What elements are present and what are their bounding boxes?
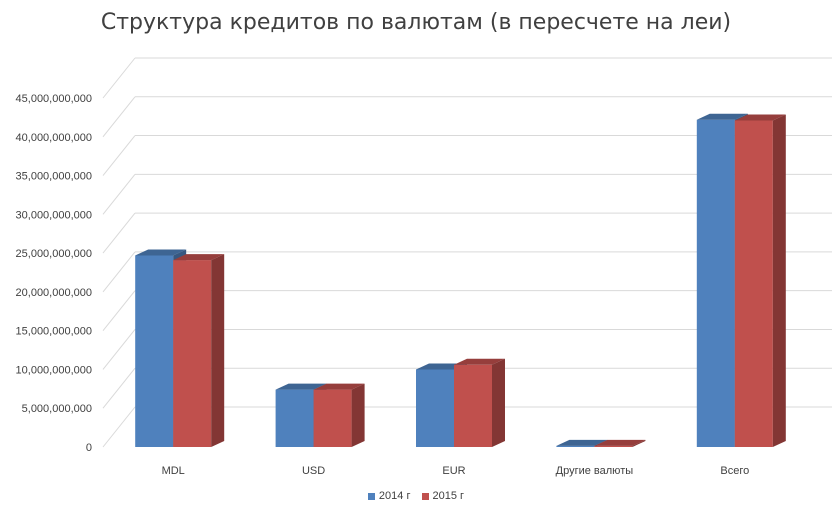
bar xyxy=(696,119,735,448)
chart-title: Структура кредитов по валютам (в пересче… xyxy=(100,10,732,35)
grid-diagonal xyxy=(102,406,136,448)
legend-swatch-2014 xyxy=(367,492,375,500)
bar xyxy=(416,369,454,447)
bar-side xyxy=(351,383,365,447)
bar-top xyxy=(734,114,786,121)
grid-diagonal xyxy=(102,96,136,138)
y-tick-label: 25,000,000,000 xyxy=(16,248,92,260)
bar-top xyxy=(135,249,187,256)
bar-side xyxy=(492,358,505,447)
bar xyxy=(275,389,314,447)
bar xyxy=(313,389,352,447)
bar-side xyxy=(211,254,225,447)
bar-top xyxy=(556,439,608,446)
grid-diagonal xyxy=(102,135,136,176)
y-tick-label: 20,000,000,000 xyxy=(16,287,92,299)
legend: 2014 г 2015 г xyxy=(0,490,832,503)
grid-diagonal xyxy=(102,329,136,370)
bar xyxy=(594,445,633,447)
x-tick-label: EUR xyxy=(442,465,465,477)
bar-top xyxy=(454,358,505,365)
x-tick-label: USD xyxy=(302,465,325,477)
y-tick-label: 10,000,000,000 xyxy=(16,364,92,376)
bar xyxy=(135,255,174,447)
legend-item-2014: 2014 г xyxy=(367,490,411,502)
grid-diagonal xyxy=(102,290,136,331)
bar-top xyxy=(594,439,646,446)
y-tick-label: 15,000,000,000 xyxy=(16,326,92,338)
bar-top xyxy=(173,254,225,261)
legend-label-2014: 2014 г xyxy=(378,490,411,502)
legend-label-2015: 2015 г xyxy=(432,490,465,502)
y-tick-label: 40,000,000,000 xyxy=(16,132,92,144)
bar xyxy=(173,260,212,447)
legend-item-2015: 2015 г xyxy=(421,490,465,502)
bar-top xyxy=(313,383,365,390)
bar-side xyxy=(632,439,646,447)
x-tick-label: Всего xyxy=(720,465,749,477)
y-tick-label: 30,000,000,000 xyxy=(16,209,92,221)
grid-diagonal xyxy=(102,212,136,254)
x-tick-label: Другие валюты xyxy=(556,465,634,477)
grid-diagonal xyxy=(102,57,136,99)
y-tick-label: 45,000,000,000 xyxy=(16,93,92,105)
y-tick-label: 0 xyxy=(86,442,92,454)
grid-diagonal xyxy=(102,174,136,215)
legend-swatch-2015 xyxy=(421,492,429,500)
bar xyxy=(556,445,595,447)
bar-top xyxy=(696,113,748,120)
grid-diagonal xyxy=(102,367,136,409)
bar-top xyxy=(275,383,327,390)
bar xyxy=(454,364,492,447)
y-tick-label: 35,000,000,000 xyxy=(16,171,92,183)
bar xyxy=(734,120,773,447)
bar-side xyxy=(772,114,786,447)
grid-diagonal xyxy=(102,251,136,293)
x-tick-label: MDL xyxy=(162,465,185,477)
y-tick-label: 5,000,000,000 xyxy=(22,403,92,415)
